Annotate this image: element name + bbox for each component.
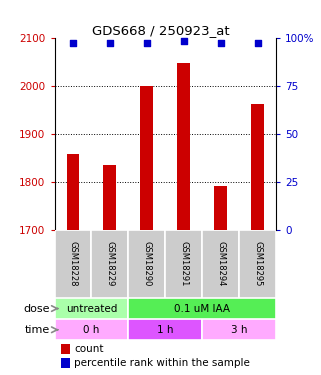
Text: GSM18228: GSM18228 bbox=[68, 242, 78, 287]
Text: GSM18294: GSM18294 bbox=[216, 242, 225, 287]
Point bbox=[181, 38, 186, 44]
Bar bbox=[202, 319, 276, 340]
Bar bbox=[61, 344, 70, 354]
Text: 0.1 uM IAA: 0.1 uM IAA bbox=[174, 303, 230, 313]
Bar bbox=[251, 104, 264, 230]
Point bbox=[71, 40, 76, 46]
Point bbox=[107, 40, 112, 46]
Bar bbox=[239, 230, 276, 298]
Text: count: count bbox=[74, 344, 104, 354]
Bar bbox=[202, 230, 239, 298]
Bar bbox=[140, 86, 153, 230]
Bar bbox=[128, 298, 276, 319]
Bar bbox=[55, 230, 91, 298]
Bar bbox=[128, 319, 202, 340]
Text: 0 h: 0 h bbox=[83, 325, 100, 335]
Bar bbox=[66, 154, 80, 230]
Bar bbox=[214, 186, 227, 230]
Bar bbox=[61, 358, 70, 368]
Bar bbox=[91, 230, 128, 298]
Point bbox=[218, 40, 223, 46]
Bar bbox=[177, 63, 190, 230]
Text: dose: dose bbox=[24, 303, 50, 313]
Bar bbox=[55, 298, 128, 319]
Text: GDS668 / 250923_at: GDS668 / 250923_at bbox=[92, 24, 229, 38]
Text: GSM18229: GSM18229 bbox=[105, 242, 115, 287]
Text: percentile rank within the sample: percentile rank within the sample bbox=[74, 358, 250, 368]
Bar bbox=[103, 165, 117, 230]
Bar bbox=[55, 319, 128, 340]
Bar bbox=[165, 230, 202, 298]
Text: untreated: untreated bbox=[66, 303, 117, 313]
Bar bbox=[128, 230, 165, 298]
Point bbox=[255, 40, 260, 46]
Text: GSM18290: GSM18290 bbox=[142, 242, 152, 287]
Text: 3 h: 3 h bbox=[231, 325, 247, 335]
Text: 1 h: 1 h bbox=[157, 325, 174, 335]
Point bbox=[144, 40, 150, 46]
Text: GSM18291: GSM18291 bbox=[179, 242, 188, 287]
Text: GSM18295: GSM18295 bbox=[253, 242, 262, 287]
Text: time: time bbox=[25, 325, 50, 335]
